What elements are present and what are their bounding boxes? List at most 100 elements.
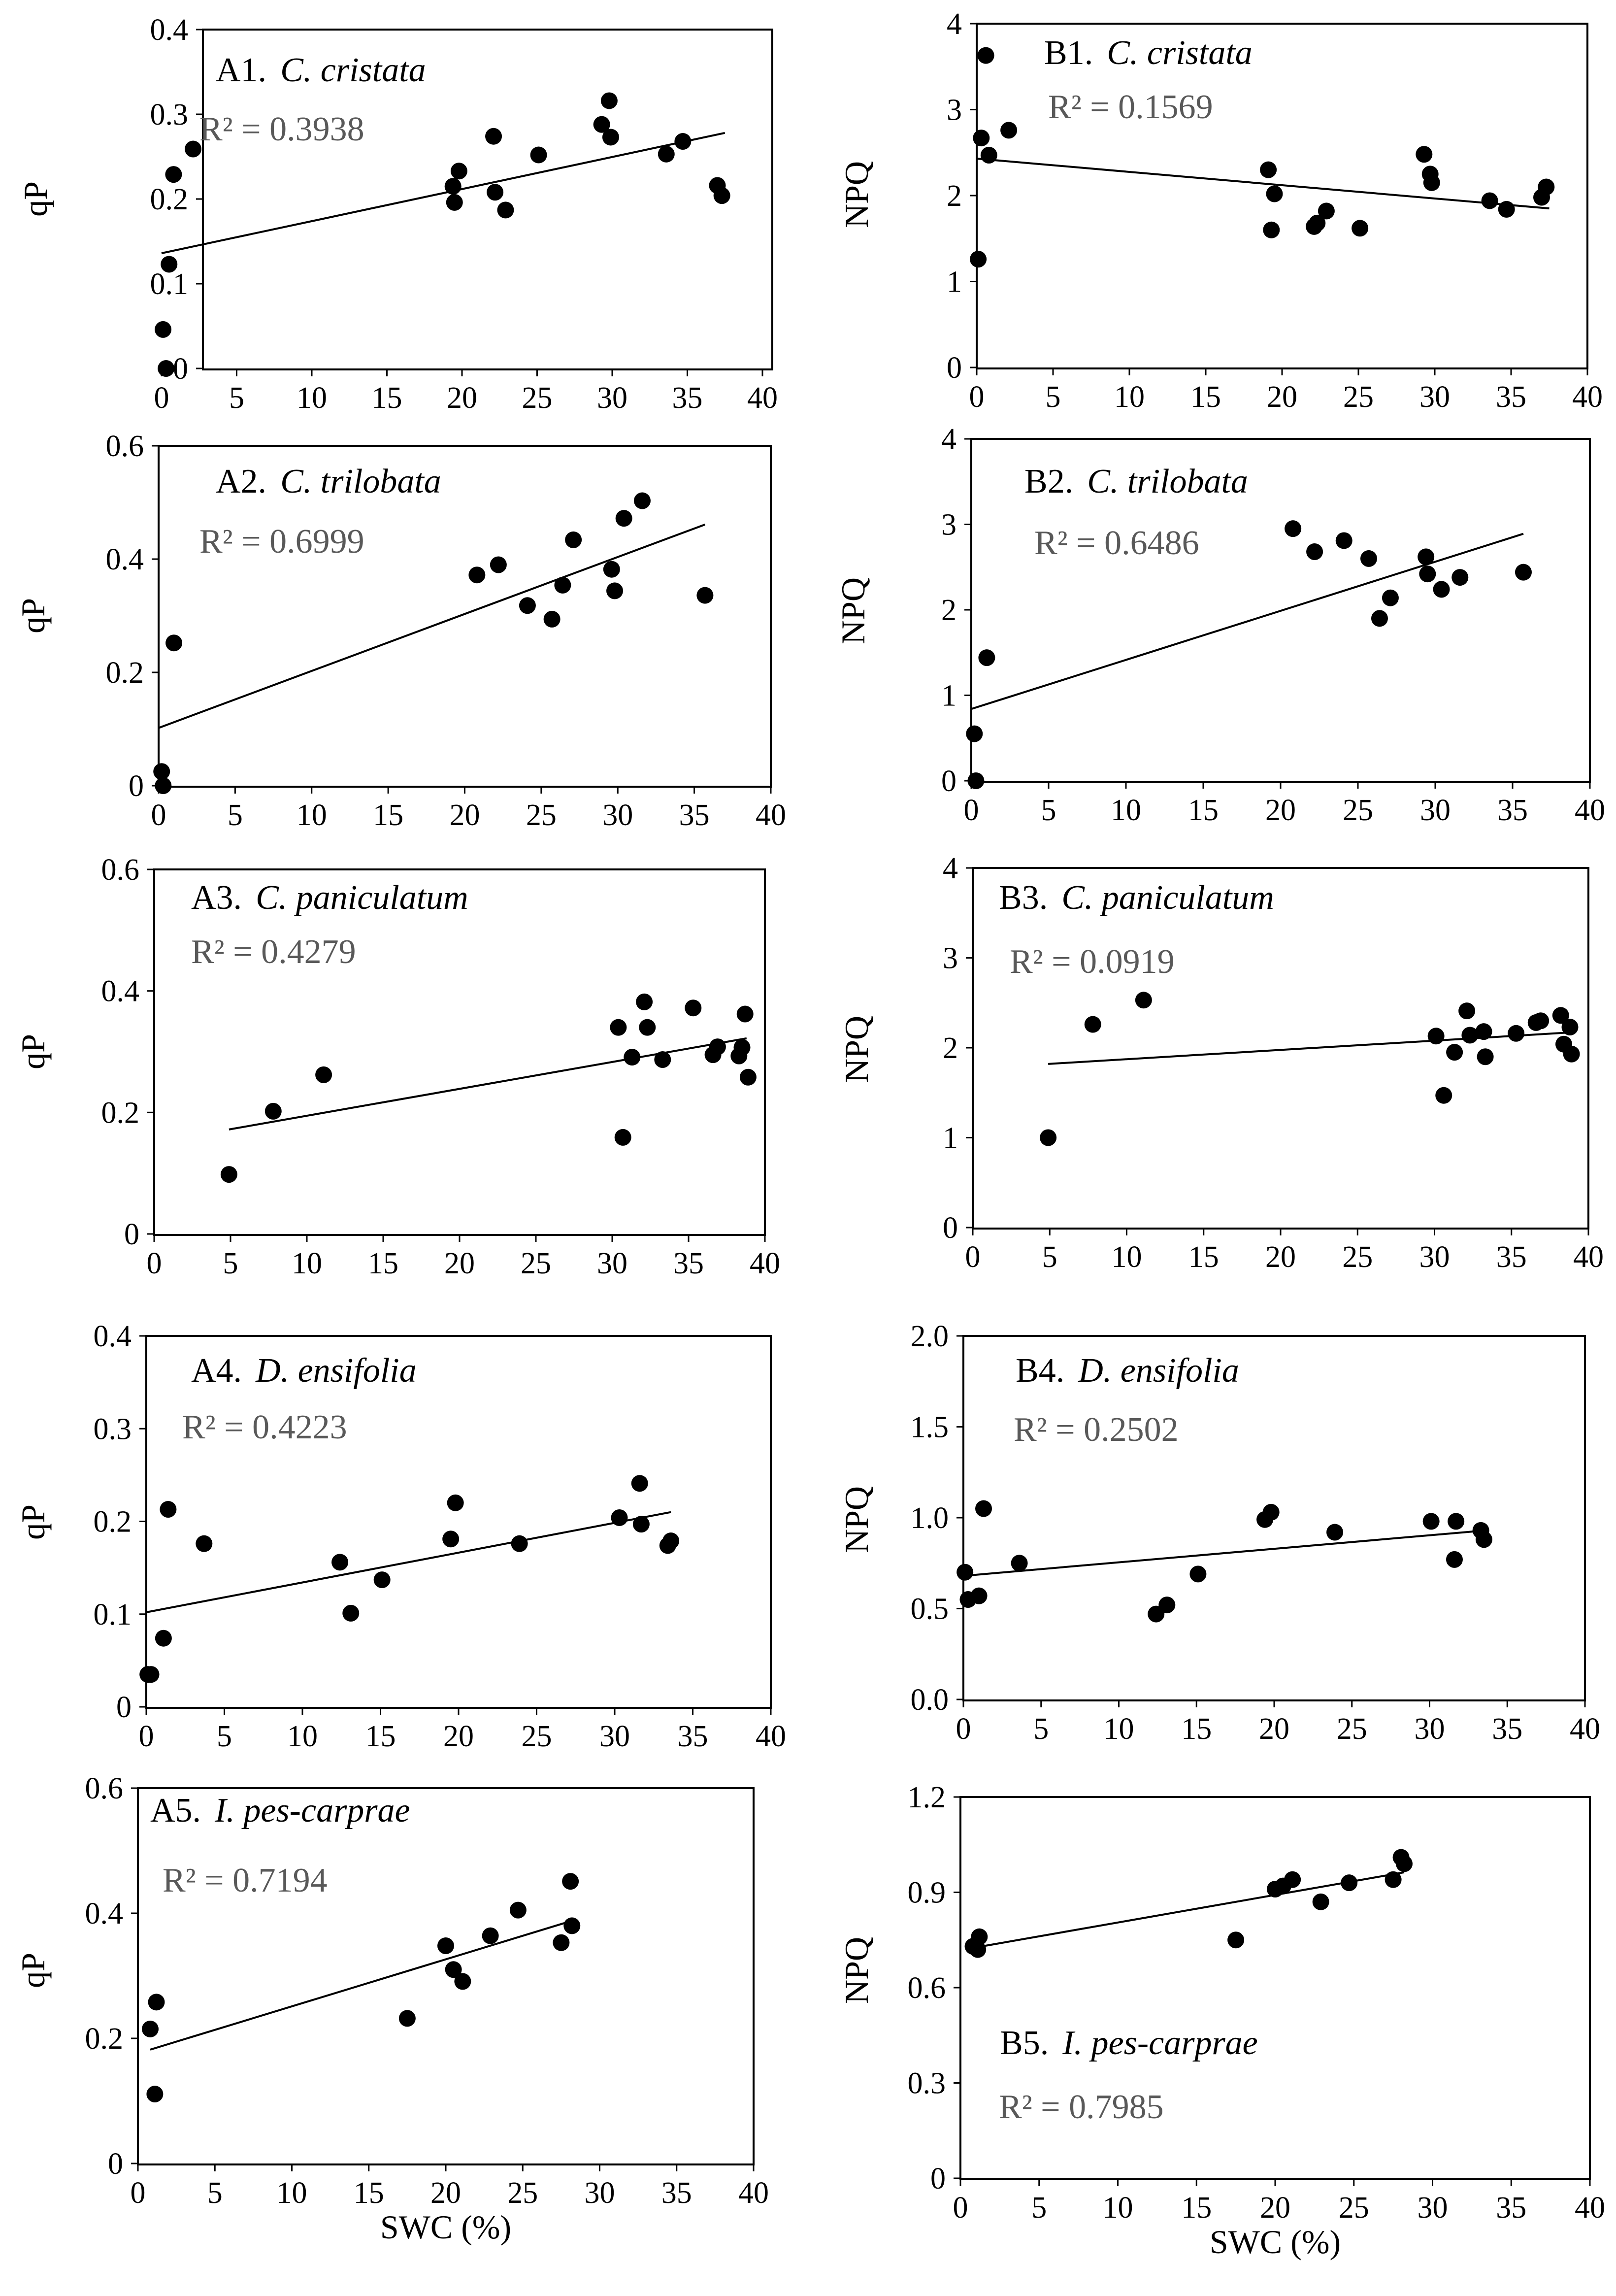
y-tick-label: 2 bbox=[941, 594, 956, 627]
x-tick-label: 15 bbox=[365, 1720, 396, 1753]
x-tick-label: 5 bbox=[229, 381, 244, 415]
x-tick-label: 15 bbox=[373, 799, 403, 832]
data-point bbox=[658, 145, 675, 163]
data-point bbox=[1040, 1129, 1057, 1146]
y-axis-label: NPQ bbox=[838, 1937, 875, 2004]
x-tick-label: 40 bbox=[756, 799, 786, 832]
data-point bbox=[553, 1934, 570, 1951]
y-tick-label: 0.4 bbox=[85, 1897, 124, 1930]
data-point bbox=[1382, 589, 1399, 606]
panel-id: B3. bbox=[999, 879, 1048, 917]
x-tick-label: 10 bbox=[1112, 1240, 1142, 1274]
data-point bbox=[639, 1019, 656, 1036]
x-tick-label: 15 bbox=[368, 1247, 398, 1280]
r-squared-label: R² = 0.6486 bbox=[1034, 524, 1199, 562]
x-tick-label: 25 bbox=[521, 1247, 551, 1280]
y-axis-label: qP bbox=[14, 1034, 52, 1069]
panel-title: B4. D. ensifolia bbox=[1016, 1352, 1239, 1390]
y-tick-label: 0.9 bbox=[908, 1876, 946, 1910]
panel-id: B4. bbox=[1016, 1352, 1064, 1390]
data-point bbox=[603, 561, 620, 578]
x-tick-label: 10 bbox=[292, 1247, 322, 1280]
data-point bbox=[165, 166, 182, 183]
data-point bbox=[1416, 146, 1433, 163]
data-point bbox=[615, 510, 632, 527]
x-tick-label: 0 bbox=[151, 799, 166, 832]
species-name: C. paniculatum bbox=[256, 879, 468, 917]
data-point bbox=[1158, 1597, 1176, 1614]
data-point bbox=[1135, 992, 1152, 1009]
data-point bbox=[450, 163, 467, 180]
panel-id: B2. bbox=[1024, 463, 1073, 500]
x-tick-label: 0 bbox=[147, 1247, 162, 1280]
data-point bbox=[155, 321, 172, 338]
x-tick-label: 40 bbox=[750, 1247, 780, 1280]
species-name: D. ensifolia bbox=[1078, 1352, 1239, 1390]
data-point bbox=[1435, 1087, 1452, 1104]
panel-a4: 0 5 10 15 20 25 30 35 40 0 0.1 0.2 0.3 0.4 qP A4. D. ens… bbox=[14, 1320, 786, 1753]
x-tick-label: 5 bbox=[217, 1720, 232, 1753]
data-point bbox=[1481, 192, 1498, 209]
y-tick-label: 0 bbox=[129, 769, 144, 803]
data-point bbox=[1422, 1513, 1440, 1530]
x-tick-label: 0 bbox=[154, 381, 169, 415]
x-tick-label: 15 bbox=[1188, 1240, 1219, 1274]
data-point bbox=[1418, 548, 1435, 566]
x-tick-label: 40 bbox=[1575, 794, 1605, 827]
x-tick-label: 5 bbox=[223, 1247, 238, 1280]
x-tick-label: 20 bbox=[430, 2176, 461, 2210]
x-tick-label: 10 bbox=[277, 2176, 307, 2210]
data-point bbox=[624, 1049, 641, 1066]
x-tick-label: 20 bbox=[447, 381, 477, 415]
x-tick-label: 20 bbox=[1265, 794, 1296, 827]
data-point bbox=[1266, 185, 1283, 202]
x-tick-label: 0 bbox=[953, 2191, 968, 2225]
y-tick-label: 1 bbox=[943, 1122, 958, 1155]
data-point bbox=[1341, 1874, 1358, 1892]
y-tick-label: 1.2 bbox=[908, 1781, 946, 1814]
x-tick-label: 35 bbox=[1496, 2191, 1526, 2225]
data-point bbox=[447, 1494, 464, 1511]
panel-a2: 0 5 10 15 20 25 30 35 40 0 0.2 0.4 0.6 qP A2. C. trilob… bbox=[14, 430, 786, 832]
x-tick-label: 5 bbox=[207, 2176, 223, 2210]
data-point bbox=[1446, 1044, 1463, 1061]
panel-b2: 0 5 10 15 20 25 30 35 40 0 1 2 3 4 NPQ B2. C. trilobata R… bbox=[834, 423, 1605, 827]
plot-frame bbox=[972, 867, 1589, 1230]
data-point bbox=[1475, 1023, 1492, 1040]
data-point bbox=[610, 1019, 627, 1036]
y-tick-label: 4 bbox=[943, 852, 958, 885]
data-point bbox=[1318, 202, 1335, 220]
data-point bbox=[606, 582, 624, 599]
data-point bbox=[220, 1166, 237, 1183]
x-tick-label: 25 bbox=[507, 2176, 538, 2210]
data-point bbox=[973, 130, 990, 147]
data-point bbox=[158, 360, 175, 377]
x-tick-label: 25 bbox=[522, 1720, 552, 1753]
x-tick-label: 40 bbox=[1573, 1240, 1604, 1274]
data-point bbox=[970, 251, 987, 268]
y-tick-label: 0.2 bbox=[94, 1505, 132, 1539]
data-point bbox=[1423, 174, 1440, 191]
data-point bbox=[165, 634, 183, 652]
species-name: I. pes-carprae bbox=[1062, 2024, 1258, 2062]
x-tick-label: 10 bbox=[1103, 2191, 1133, 2225]
panel-id: A1. bbox=[216, 51, 266, 89]
y-tick-label: 1 bbox=[947, 266, 962, 299]
plot-frame bbox=[145, 1335, 772, 1709]
data-point bbox=[1477, 1048, 1494, 1065]
data-point bbox=[511, 1535, 528, 1552]
data-point bbox=[142, 1666, 160, 1683]
data-point bbox=[1309, 214, 1326, 232]
panel-title: A4. D. ensifolia bbox=[191, 1352, 417, 1390]
r-squared-label: R² = 0.3938 bbox=[199, 110, 364, 148]
y-tick-label: 0.2 bbox=[101, 1096, 140, 1130]
y-tick-label: 4 bbox=[947, 7, 962, 41]
y-tick-label: 2 bbox=[943, 1032, 958, 1065]
data-point bbox=[1552, 1007, 1569, 1024]
panel-id: B5. bbox=[1000, 2024, 1049, 2062]
data-point bbox=[1395, 1855, 1413, 1872]
data-point bbox=[685, 999, 702, 1017]
data-point bbox=[509, 1901, 527, 1919]
x-tick-label: 25 bbox=[526, 799, 557, 832]
trend-line bbox=[150, 1920, 572, 2051]
